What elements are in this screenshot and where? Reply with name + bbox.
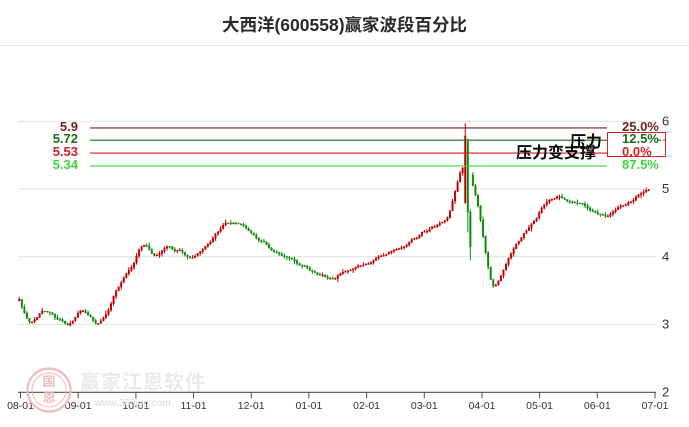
svg-text:3: 3	[662, 317, 669, 332]
svg-text:国: 国	[42, 374, 55, 389]
svg-text:恩: 恩	[42, 390, 55, 405]
svg-text:2: 2	[662, 385, 669, 400]
svg-text:4: 4	[662, 249, 669, 264]
svg-text:5: 5	[662, 181, 669, 196]
